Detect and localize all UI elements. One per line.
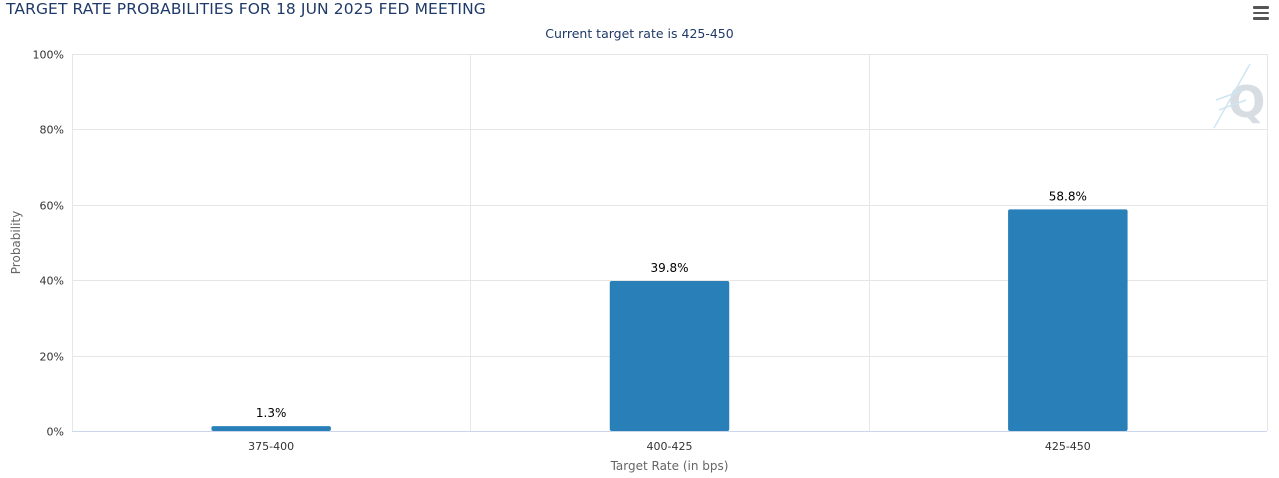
data-label: 1.3% xyxy=(256,406,287,420)
y-tick-label: 20% xyxy=(40,351,64,364)
bars: 1.3% 39.8% 58.8% xyxy=(211,189,1128,431)
chart-title: TARGET RATE PROBABILITIES FOR 18 JUN 202… xyxy=(6,0,486,18)
bar-400-425[interactable] xyxy=(609,280,730,431)
y-tick-label: 100% xyxy=(33,49,64,62)
y-tick-label: 60% xyxy=(40,200,64,213)
data-label: 58.8% xyxy=(1049,189,1087,203)
x-axis-ticks: 375-400 400-425 425-450 xyxy=(248,440,1091,453)
bar-375-400[interactable] xyxy=(211,426,331,431)
x-axis-title: Target Rate (in bps) xyxy=(610,459,729,473)
bar-425-450[interactable] xyxy=(1008,209,1128,431)
y-tick-label: 40% xyxy=(40,275,64,288)
y-axis-title: Probability xyxy=(9,211,23,274)
y-axis-ticks: 0% 20% 40% 60% 80% 100% xyxy=(33,49,64,439)
y-tick-label: 0% xyxy=(47,426,64,439)
chart-subtitle: Current target rate is 425-450 xyxy=(545,26,734,41)
y-tick-label: 80% xyxy=(40,124,64,137)
x-tick-label: 400-425 xyxy=(647,440,693,453)
svg-text:Q: Q xyxy=(1228,77,1265,128)
q-logo-watermark: Q xyxy=(1213,63,1265,129)
x-tick-label: 375-400 xyxy=(248,440,294,453)
x-tick-label: 425-450 xyxy=(1045,440,1091,453)
data-label: 39.8% xyxy=(650,261,688,275)
hamburger-menu-icon[interactable] xyxy=(1253,6,1269,20)
